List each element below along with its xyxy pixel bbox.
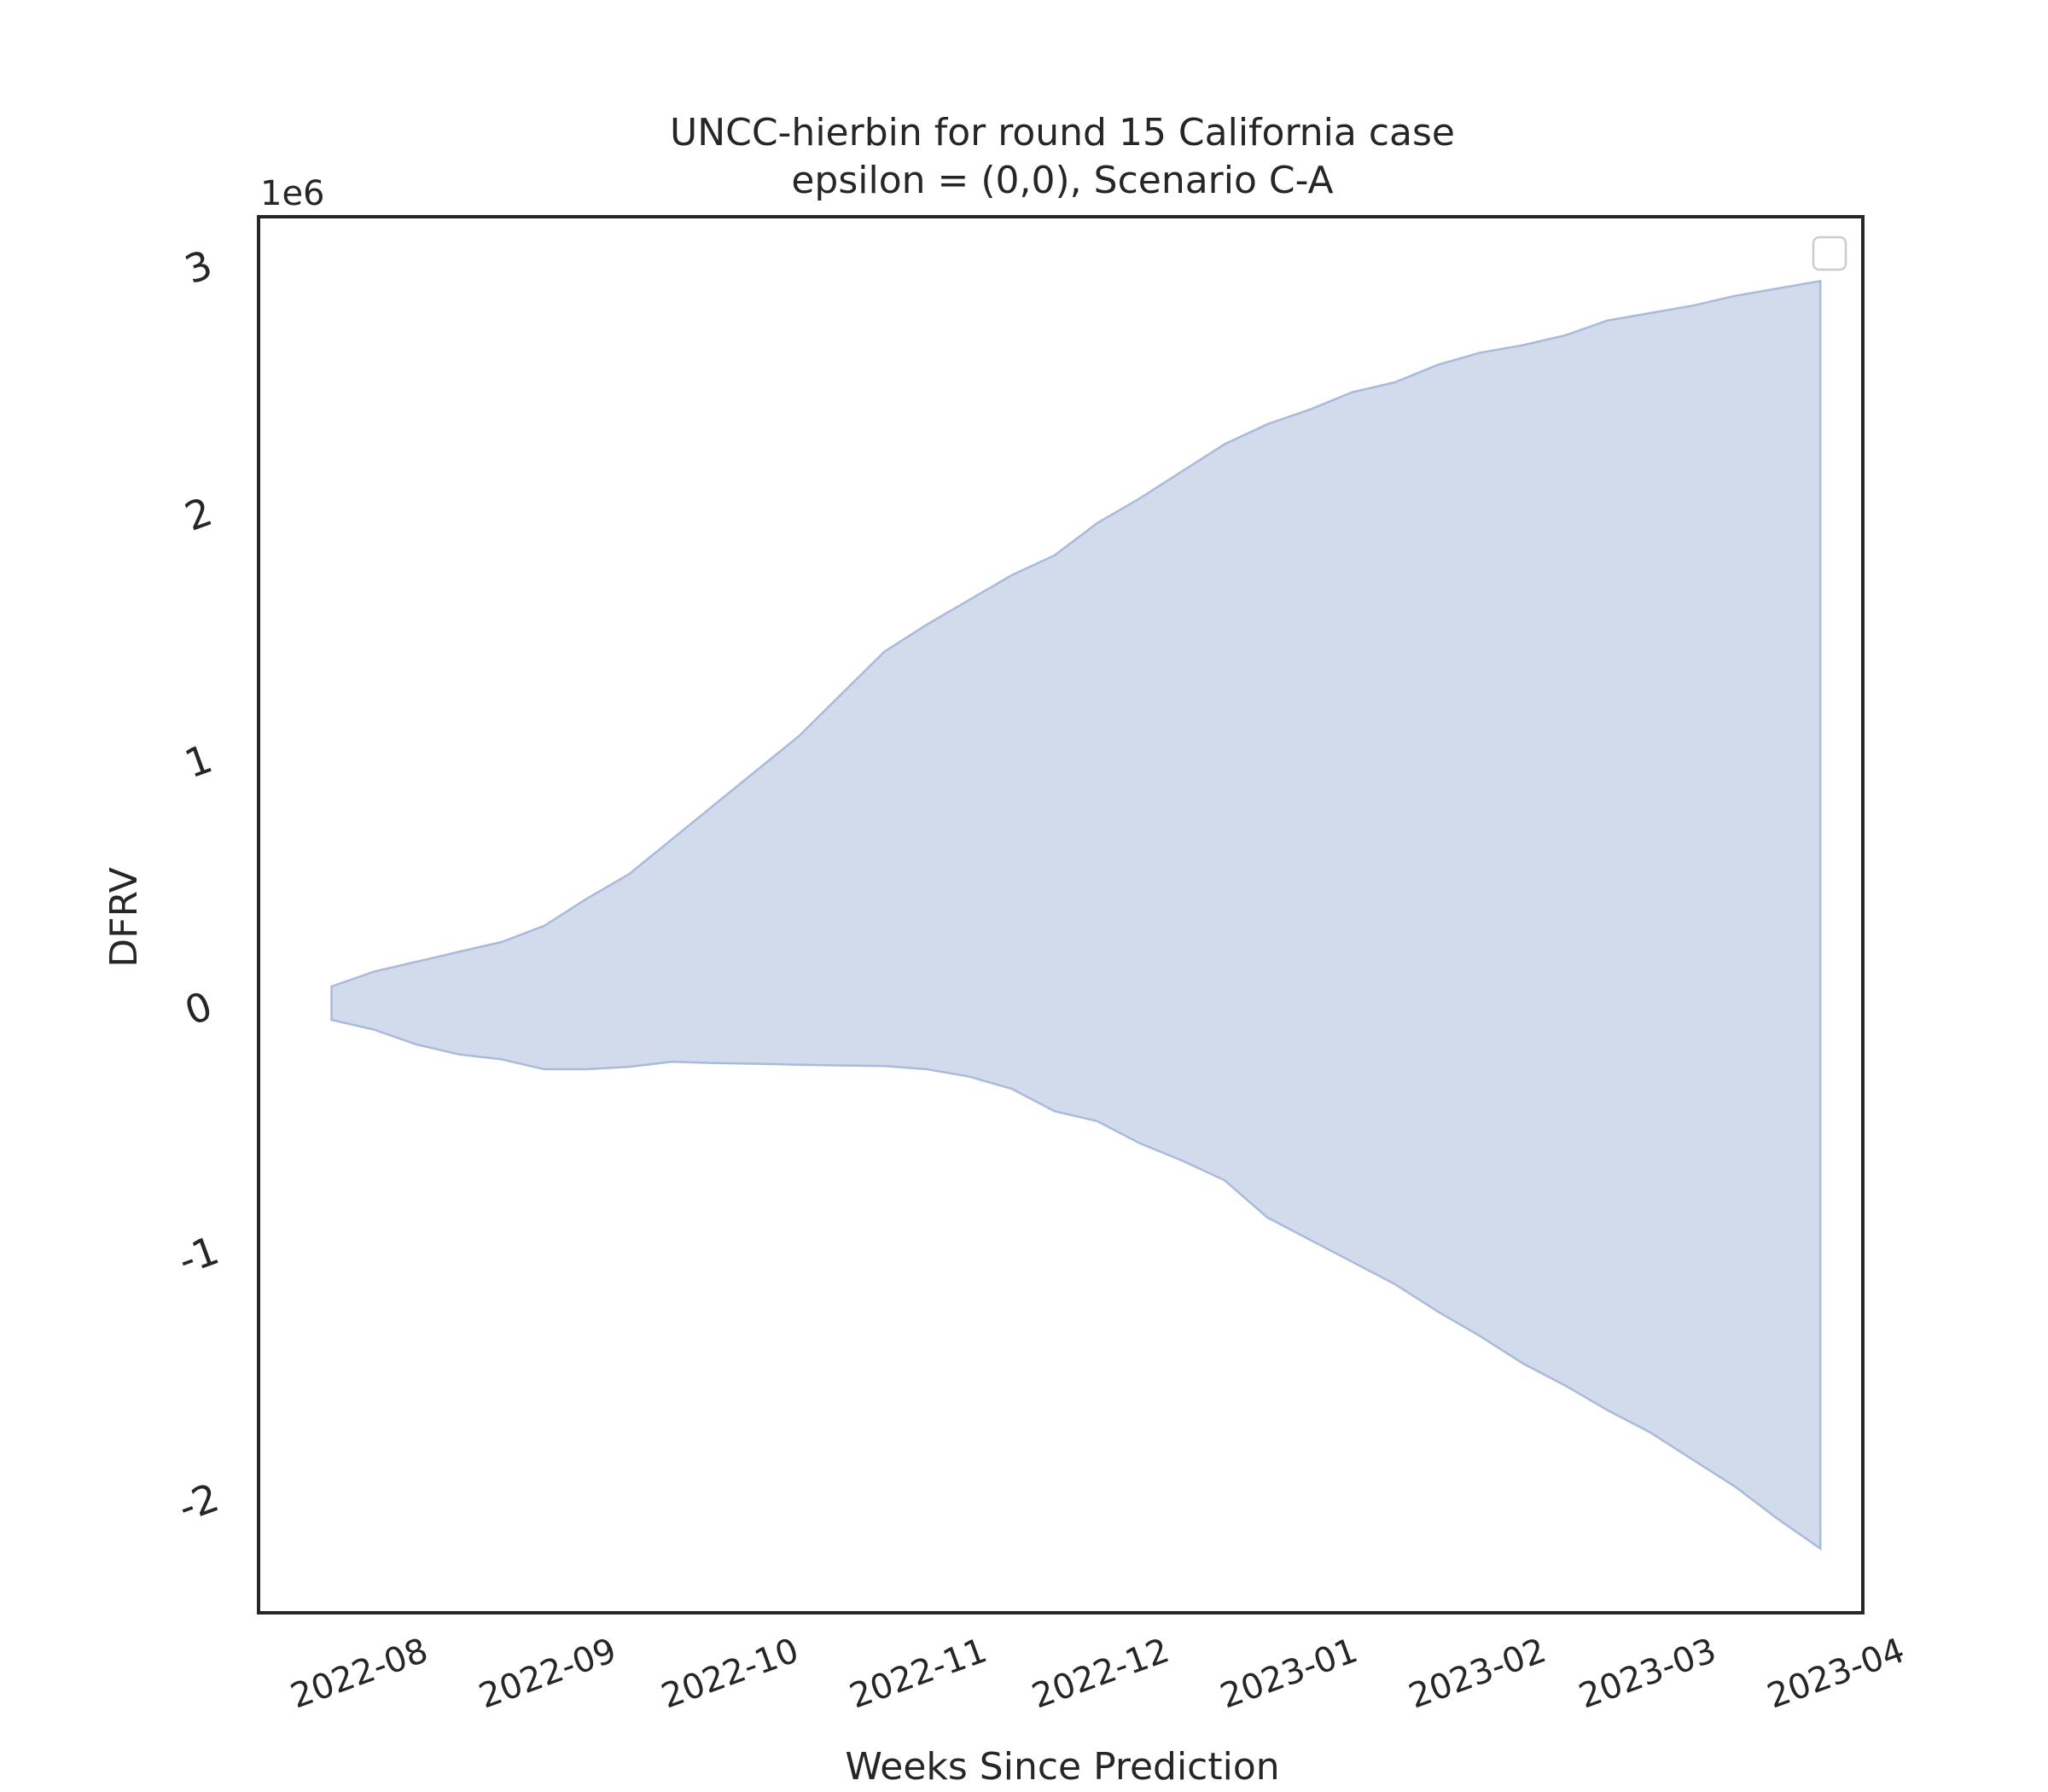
y-tick-label: -1	[172, 1227, 225, 1283]
x-tick-label: 2023-02	[1404, 1631, 1551, 1716]
x-tick-label: 2022-09	[474, 1631, 621, 1716]
y-multiplier-label: 1e6	[260, 174, 325, 213]
y-tick-label: -2	[172, 1474, 225, 1530]
x-tick-label: 2022-12	[1027, 1631, 1174, 1716]
y-axis-label: DFRV	[102, 867, 146, 967]
chart-title-line1: UNCC-hierbin for round 15 California cas…	[670, 111, 1455, 154]
y-tick-label: 3	[179, 241, 218, 293]
legend-box	[1812, 236, 1847, 271]
x-tick-label: 2022-10	[656, 1631, 804, 1716]
chart-title-line2: epsilon = (0,0), Scenario C-A	[791, 159, 1333, 202]
x-tick-label: 2023-03	[1574, 1631, 1721, 1716]
uncertainty-band	[330, 279, 1822, 1551]
plot-frame	[257, 215, 1865, 1615]
y-tick-label: 2	[179, 488, 218, 540]
x-axis-label: Weeks Since Prediction	[845, 1745, 1279, 1789]
y-tick-label: 0	[179, 982, 218, 1034]
x-tick-label: 2023-01	[1215, 1631, 1363, 1716]
x-tick-label: 2023-04	[1762, 1631, 1910, 1716]
x-tick-label: 2022-08	[286, 1631, 433, 1716]
y-tick-label: 1	[179, 736, 218, 788]
x-tick-label: 2022-11	[845, 1631, 992, 1716]
